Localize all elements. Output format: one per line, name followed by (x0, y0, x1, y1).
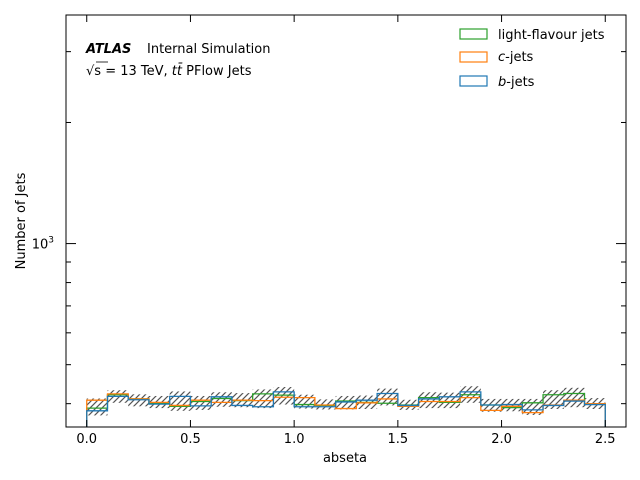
x-tick-label-2: 1.0 (284, 432, 305, 447)
legend-swatch-b (459, 75, 488, 87)
plot-frame (65, 14, 627, 428)
uncertainty-bin-22 (543, 390, 564, 409)
atlas-status: Internal Simulation (147, 42, 270, 57)
legend-c-suffix: -jets (505, 50, 533, 65)
uncertainty-bin-5 (190, 395, 212, 410)
legend-b-suffix: -jets (506, 75, 534, 90)
uncertainty-bin-14 (377, 388, 398, 406)
uncertainty-bin-17 (439, 392, 461, 409)
uncertainty-bin-16 (418, 392, 440, 409)
sqrt-s: √s (86, 64, 101, 79)
atlas-annotation: ATLAS Internal Simulation √s = 13 TeV, t… (85, 42, 270, 79)
y-axis-label: Number of Jets (14, 172, 29, 269)
legend-b-letter: b (498, 75, 506, 90)
legend-c-letter: c (498, 50, 505, 65)
x-tick-label-1: 0.5 (180, 432, 201, 447)
legend-swatch-light (459, 28, 488, 40)
energy-line: √s = 13 TeV, tt̄ PFlow Jets (86, 64, 252, 79)
x-tick-label-0: 0.0 (76, 432, 97, 447)
uncertainty-bin-4 (169, 391, 191, 411)
legend: light-flavour jets c-jets b-jets (459, 28, 605, 90)
x-axis-label: abseta (323, 451, 367, 466)
legend-swatch-c (459, 51, 488, 63)
legend-label-c: c-jets (498, 50, 534, 65)
energy-text: = 13 TeV, (101, 64, 172, 79)
y-tick-label-0: 103 (32, 236, 54, 253)
legend-label-b: b-jets (498, 75, 535, 90)
x-axis: 0.0 0.5 1.0 1.5 2.0 2.5 (76, 15, 616, 447)
x-tick-label-3: 1.5 (388, 432, 409, 447)
uncertainty-bin-23 (563, 387, 585, 408)
y-tick-label-base: 10 (32, 238, 49, 253)
uncertainty-bin-12 (335, 395, 357, 410)
y-tick-label-exponent: 3 (48, 236, 54, 246)
series-2-step (86, 391, 606, 427)
legend-label-light: light-flavour jets (498, 28, 605, 43)
uncertainty-bin-8 (252, 389, 274, 409)
uncertainty-bin-6 (211, 392, 232, 407)
ttbar-text: tt̄ (172, 64, 183, 79)
atlas-label: ATLAS (85, 42, 131, 57)
pflow-text: PFlow Jets (182, 64, 252, 79)
y-axis: 103 (32, 51, 626, 405)
x-tick-label-4: 2.0 (491, 432, 512, 447)
x-tick-label-5: 2.5 (595, 432, 616, 447)
series-layer (86, 391, 606, 427)
uncertainty-bin-0 (86, 398, 108, 416)
